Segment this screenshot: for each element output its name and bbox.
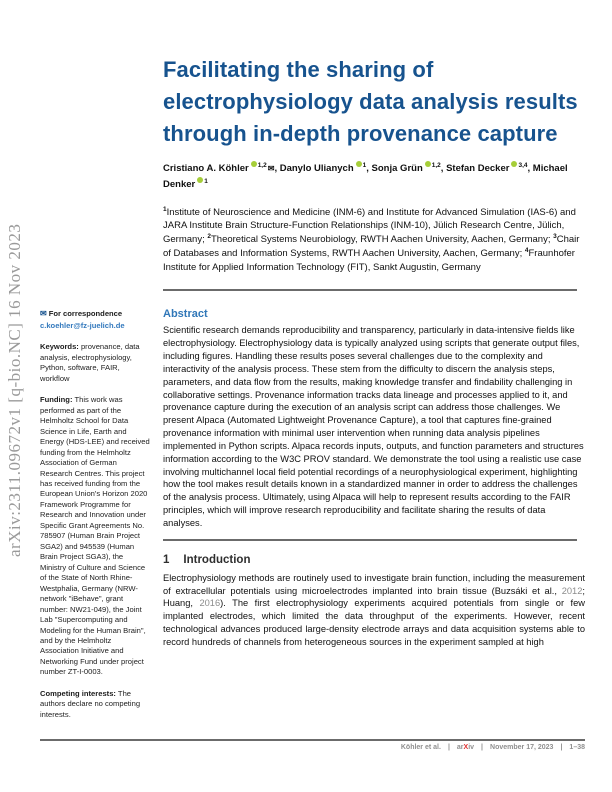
author-line: Cristiano A. Köhler 1,2✉, Danylo Ulianych… (163, 160, 568, 190)
citation-year[interactable]: 2016 (199, 598, 221, 609)
competing-interests-text: The authors declare no competing interes… (40, 688, 141, 719)
author: Sonja Grün 1,2 (371, 160, 441, 174)
paragraph-text: ; Huang, (163, 585, 585, 609)
funding-text: This work was performed as part of the H… (40, 395, 150, 677)
orcid-icon[interactable] (511, 160, 518, 167)
introduction-paragraph: Electrophysiology methods are routinely … (163, 572, 585, 649)
envelope-icon: ✉ (40, 309, 47, 319)
orcid-icon[interactable] (197, 176, 204, 183)
competing-interests-label: Competing interests: (40, 688, 116, 698)
paragraph-text: Electrophysiology methods are routinely … (163, 572, 585, 596)
keywords-label: Keywords: (40, 342, 79, 352)
competing-interests-block: Competing interests: The authors declare… (40, 689, 150, 720)
abstract-text: Scientific research demands reproducibil… (163, 325, 584, 528)
orcid-icon[interactable] (424, 160, 431, 167)
content-area: Facilitating the sharing of electrophysi… (40, 0, 585, 720)
correspondence-label-text: For correspondence (48, 309, 123, 319)
abstract-heading: Abstract (163, 308, 208, 321)
footer-date: November 17, 2023 (490, 744, 554, 751)
citation-year[interactable]: 2012 (561, 585, 583, 596)
correspondence-email-link[interactable]: c.koehler@fz-juelich.de (40, 320, 125, 330)
paragraph-text: ). The first electrophysiology experimen… (163, 598, 586, 647)
keywords-text: provenance, data analysis, electrophysio… (40, 342, 140, 383)
footer-separator: | (481, 744, 484, 751)
paper-title: Facilitating the sharing of electrophysi… (163, 57, 578, 146)
section-number: 1 (163, 553, 170, 566)
orcid-icon[interactable] (250, 160, 257, 167)
envelope-icon: ✉ (267, 163, 275, 173)
footer-divider (40, 739, 585, 741)
orcid-icon[interactable] (355, 160, 362, 167)
main-column: Abstract Scientific research demands rep… (163, 308, 585, 720)
author: Cristiano A. Köhler 1,2✉ (163, 160, 275, 174)
correspondence-block: ✉ For correspondence c.koehler@fz-juelich… (40, 308, 150, 331)
author: Stefan Decker 3,4 (446, 160, 528, 174)
divider-after-affiliations (163, 289, 577, 292)
section-title: Introduction (183, 553, 251, 566)
margin-notes: ✉ For correspondence c.koehler@fz-juelich… (40, 308, 150, 720)
section-heading-introduction: 1 Introduction (163, 554, 585, 566)
footer-authors: Köhler et al. (400, 744, 441, 751)
footer-separator: | (560, 744, 563, 751)
keywords-block: Keywords: provenance, data analysis, ele… (40, 342, 150, 384)
affiliations: 1Institute of Neuroscience and Medicine … (163, 206, 580, 273)
arxiv-logo: arXiv (456, 744, 475, 751)
footer-pages: 1–38 (569, 744, 585, 751)
author: Michael Denker 1 (163, 162, 568, 190)
divider-after-abstract (163, 538, 577, 541)
funding-block: Funding: This work was performed as part… (40, 395, 150, 678)
funding-label: Funding: (40, 395, 73, 405)
page-footer: Köhler et al. | arXiv | November 17, 2023 | 1–… (40, 739, 585, 751)
footer-line: Köhler et al. | arXiv | November 17, 2023 | 1–… (40, 744, 585, 751)
footer-separator: | (447, 744, 450, 751)
arxiv-watermark: arXiv:2311.09672v1 [q-bio.NC] 16 Nov 202… (5, 223, 24, 557)
author: Danylo Ulianych 1 (279, 160, 367, 174)
correspondence-label: ✉ For correspondence (40, 308, 150, 319)
two-column-section: ✉ For correspondence c.koehler@fz-juelich… (40, 308, 585, 720)
